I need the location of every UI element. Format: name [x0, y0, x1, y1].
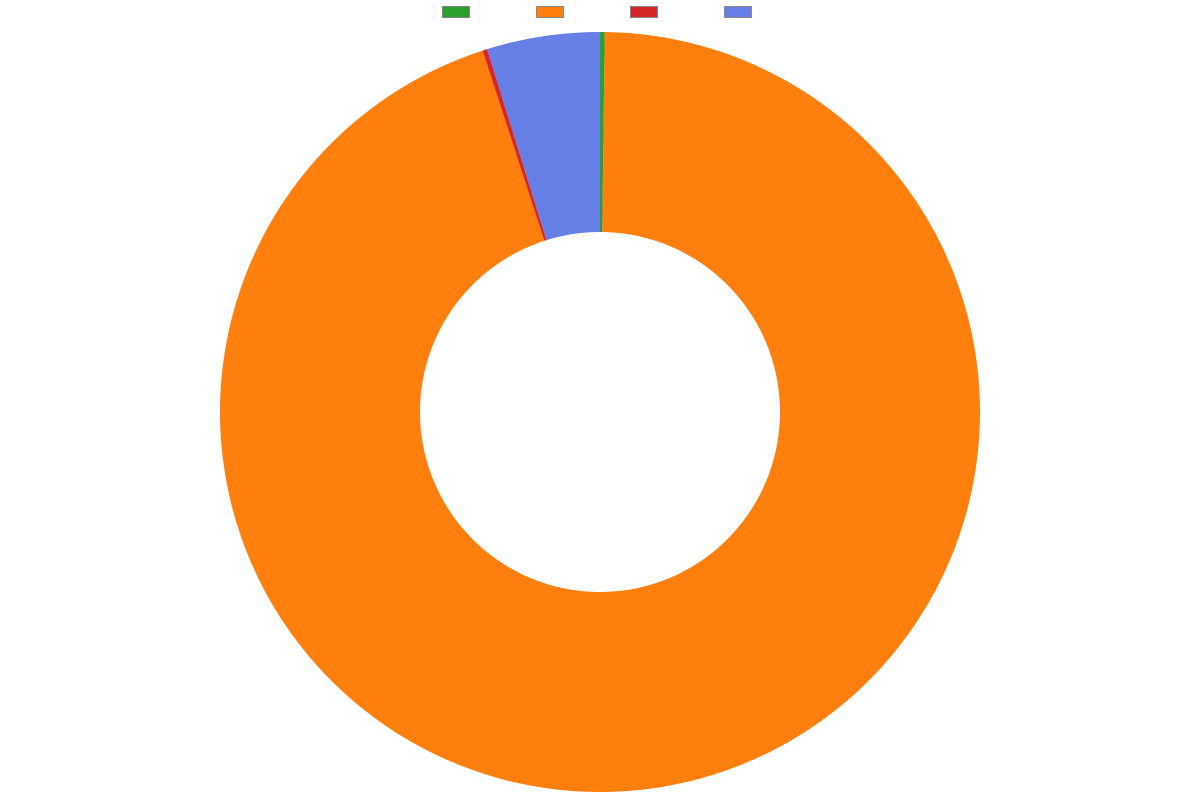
chart-stage [0, 0, 1200, 800]
donut-chart [0, 0, 1200, 800]
